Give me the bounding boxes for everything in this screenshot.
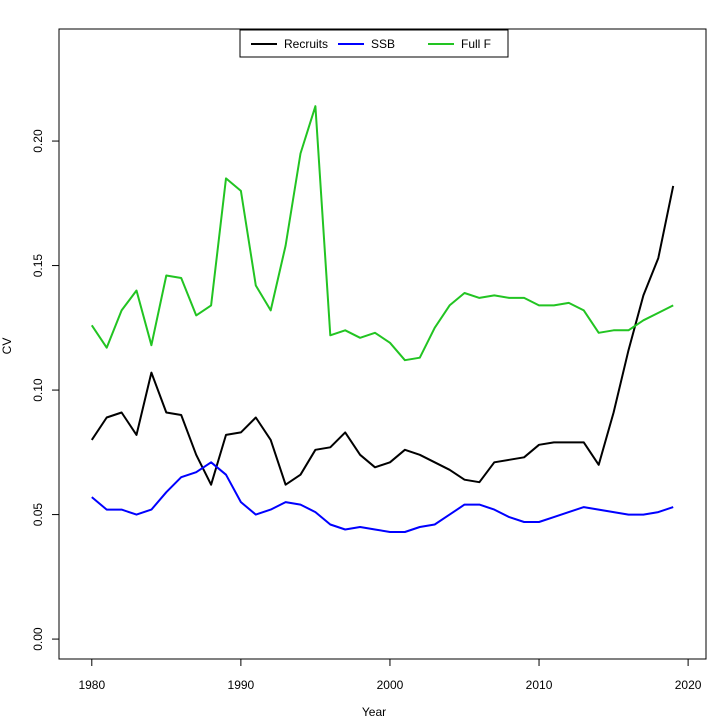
y-tick-label: 0.20	[31, 129, 45, 153]
series-line-ssb	[91, 461, 674, 533]
legend-label-recruits: Recruits	[284, 37, 328, 51]
x-axis: 1980 1990 2000 2010 2020	[78, 658, 702, 692]
x-tick-label: 2020	[675, 678, 702, 692]
x-tick-label: 2000	[377, 678, 404, 692]
x-tick-label: 1980	[78, 678, 105, 692]
x-tick-label: 2010	[526, 678, 553, 692]
x-tick-label: 1990	[228, 678, 255, 692]
legend-label-full-f: Full F	[461, 37, 491, 51]
x-axis-title: Year	[362, 705, 386, 719]
series-line-recruits	[90, 185, 675, 486]
y-tick-label: 0.05	[31, 503, 45, 527]
legend-label-ssb: SSB	[371, 37, 395, 51]
y-tick-label: 0.00	[31, 627, 45, 651]
legend-box	[239, 29, 509, 58]
series-line-full-f	[90, 105, 674, 362]
y-axis: 0.00 0.05 0.10 0.15 0.20	[31, 129, 60, 651]
y-axis-title: CV	[0, 338, 14, 355]
y-tick-label: 0.10	[31, 378, 45, 402]
y-tick-label: 0.15	[31, 254, 45, 278]
series-layer	[90, 105, 675, 533]
plot-frame	[58, 28, 707, 660]
legend: Recruits SSB Full F	[239, 29, 509, 58]
